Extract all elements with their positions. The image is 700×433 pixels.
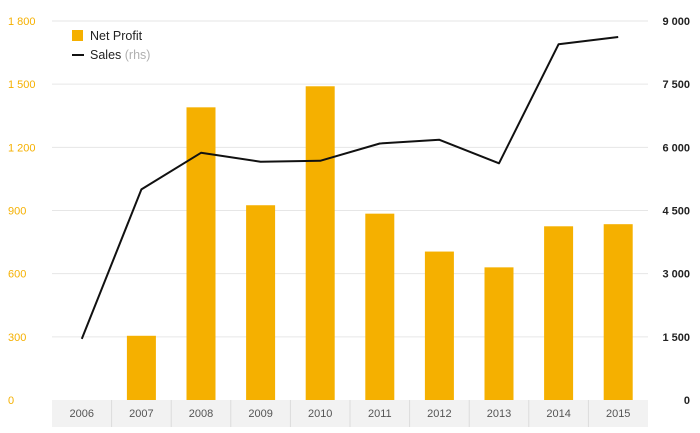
x-axis-tick-label: 2009 xyxy=(248,408,272,420)
net-profit-bars xyxy=(126,86,633,401)
net-profit-bar xyxy=(424,251,454,400)
right-axis-tick-label: 7 500 xyxy=(662,79,690,91)
left-axis-ticks: 0 300 600 900 1 200 1 500 1 800 xyxy=(8,16,36,407)
x-axis-tick-label: 2011 xyxy=(368,408,392,420)
right-axis-tick-label: 6 000 xyxy=(662,142,690,154)
right-axis-tick-label: 4 500 xyxy=(662,206,690,218)
net-profit-bar xyxy=(484,267,514,400)
left-axis-tick-label: 1 800 xyxy=(8,16,36,28)
left-axis-tick-label: 300 xyxy=(8,332,26,344)
left-axis-tick-label: 600 xyxy=(8,269,26,281)
sales-line xyxy=(80,36,619,340)
legend-label-sales: Sales xyxy=(90,48,121,62)
sales-line-group xyxy=(80,36,619,340)
right-axis-ticks: 0 1 500 3 000 4 500 6 000 7 500 9 000 xyxy=(662,16,690,407)
right-axis-tick-label: 9 000 xyxy=(662,16,690,28)
legend-swatch-net-profit xyxy=(72,30,83,41)
x-axis-tick-label: 2006 xyxy=(70,408,94,420)
x-axis-tick-label: 2010 xyxy=(308,408,332,420)
x-axis-tick-label: 2015 xyxy=(606,408,630,420)
left-axis-tick-label: 1 500 xyxy=(8,79,36,91)
x-axis-ticks: 2006 2007 2008 2009 2010 2011 2012 2013 2014 2015 xyxy=(70,400,630,427)
net-profit-bar xyxy=(126,335,156,400)
right-axis-tick-label: 1 500 xyxy=(662,332,690,344)
legend-note-rhs: (rhs) xyxy=(125,48,151,62)
x-axis-tick-label: 2012 xyxy=(427,408,451,420)
left-axis-tick-label: 1 200 xyxy=(8,142,36,154)
x-axis-tick-label: 2013 xyxy=(487,408,511,420)
left-axis-tick-label: 0 xyxy=(8,395,14,407)
right-axis-tick-label: 0 xyxy=(684,395,690,407)
net-profit-bar xyxy=(544,226,574,400)
legend: Net Profit Sales (rhs) xyxy=(72,29,150,62)
x-axis-tick-label: 2007 xyxy=(129,408,153,420)
right-axis-tick-label: 3 000 xyxy=(662,269,690,281)
x-axis-tick-label: 2014 xyxy=(546,408,570,420)
net-profit-bar xyxy=(186,107,216,401)
legend-label-net-profit: Net Profit xyxy=(90,29,143,43)
net-profit-bar xyxy=(305,86,335,401)
net-profit-bar xyxy=(365,213,395,400)
left-axis-tick-label: 900 xyxy=(8,206,26,218)
net-profit-bar xyxy=(246,205,276,400)
net-profit-bar xyxy=(603,224,633,400)
x-axis-tick-label: 2008 xyxy=(189,408,213,420)
svg-text:Sales (rhs): Sales (rhs) xyxy=(90,48,150,62)
